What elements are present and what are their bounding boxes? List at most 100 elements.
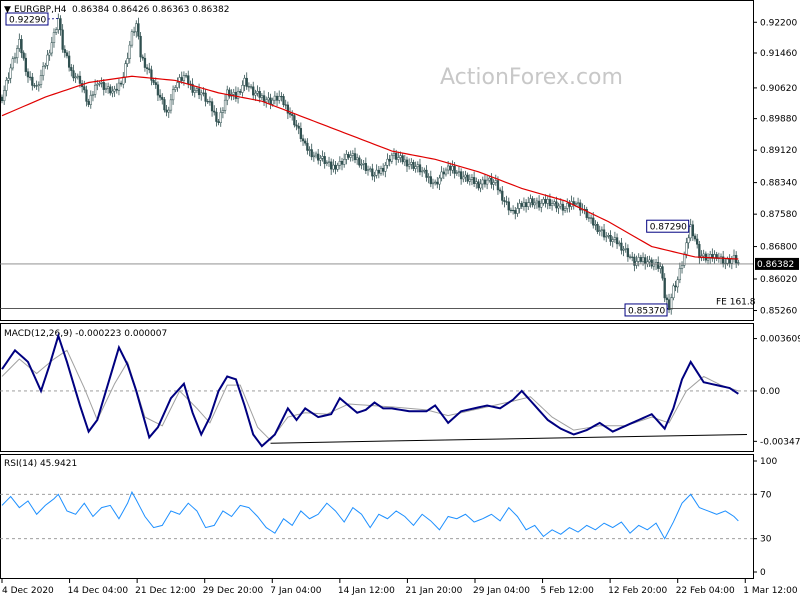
candle-body [44,65,47,67]
candle-body [414,166,417,169]
rsi-title: RSI(14) 45.9421 [4,459,77,469]
candle-body [78,75,82,84]
candle-body [431,182,435,185]
candle-body [685,242,688,255]
candle-body [57,18,60,30]
candle-body [579,202,582,211]
candle-body [594,224,597,226]
candle-body [403,159,406,163]
candle-body [496,180,500,191]
candle-body [440,171,443,179]
candle-body [137,23,140,37]
candle-body [457,171,461,173]
candle-body [100,82,103,84]
candle-body [145,67,149,69]
candle-body [670,297,673,310]
candle-body [152,80,155,83]
candle-body [589,217,593,219]
time-tick-label: 14 Jan 12:00 [338,586,395,596]
fe-161-8-label: FE 161.8 [716,297,756,307]
candle-body [680,265,684,269]
candle-body [148,68,151,71]
candle-body [514,210,517,214]
candle-body [529,198,532,203]
candle-body [626,248,630,258]
candle-body [540,202,543,208]
candle-body [691,224,695,237]
candle-body [726,258,729,264]
candle-body [674,285,677,288]
candle-body [475,181,478,184]
candle-body [455,172,458,174]
candle-body [503,200,506,202]
candle-body [635,261,638,266]
candle-body [351,153,354,156]
candle-body [174,87,177,90]
candle-body [161,97,164,100]
candle-body [592,217,595,226]
macd-y-tick-label: 0.003609 [760,335,800,345]
candle-body [386,158,389,166]
candle-body [163,99,166,111]
candle-body [111,90,114,94]
candle-body [176,82,179,88]
time-tick-label: 5 Feb 12:00 [541,586,595,596]
candle-body [505,201,508,203]
price-panel: ActionForex.com 0.92200 0.91460 0.90620 0.8… [0,0,799,321]
candle-body [70,67,73,71]
macd-panel: MACD(12,26,9) -0.000223 0.000007 0.00360… [0,323,800,452]
candle-body [715,254,718,259]
price-annotation-box [646,219,690,233]
candle-body [280,96,283,98]
candle-body [494,180,497,183]
candle-body [141,56,144,59]
candle-body [284,104,287,106]
candle-body [0,96,4,102]
candle-body [693,235,697,240]
candle-body [607,235,610,237]
price-y-tick-label: 0.85260 [760,307,797,317]
candle-body [200,92,203,96]
last-price-rect [755,257,799,270]
candle-body [600,229,604,231]
price-y-tick-label: 0.86020 [760,275,797,285]
candle-body [511,209,515,212]
candle-body [295,124,298,127]
price-y-tick-label: 0.92200 [760,18,797,28]
candle-body [520,203,523,207]
time-tick-label: 29 Dec 20:00 [203,586,264,596]
candle-body [150,69,153,81]
candle-body [468,179,471,182]
candle-body [498,189,502,192]
candle-body [91,94,95,96]
candle-body [555,201,558,209]
candle-body [275,95,279,101]
candle-body [425,169,428,178]
candle-body [390,154,393,162]
candle-body [143,57,147,68]
candle-body [239,91,242,93]
candle-body [427,176,430,178]
candle-body [678,268,682,281]
header-text: ▼ EURGBP,H4 0.86384 0.86426 0.86363 0.86… [4,5,229,15]
candle-body [256,90,259,94]
candle-body [676,279,679,288]
candle-body [382,167,385,172]
candle-body [609,235,612,242]
candle-body [366,169,370,171]
candle-body [299,128,303,139]
candle-body [165,109,168,113]
candle-body [11,58,14,69]
candle-body [550,203,554,206]
candle-body [282,96,285,106]
candle-body [26,71,30,78]
rsi-y-tick-label: 30 [760,535,772,545]
candle-body [5,80,8,91]
candle-body [83,86,86,91]
price-annotation-label: 0.92290 [9,16,46,26]
price-y-tick-label: 0.91460 [760,49,797,59]
candle-body [596,224,599,232]
candle-body [52,32,56,44]
candle-body [338,160,341,166]
candle-body [433,181,437,184]
